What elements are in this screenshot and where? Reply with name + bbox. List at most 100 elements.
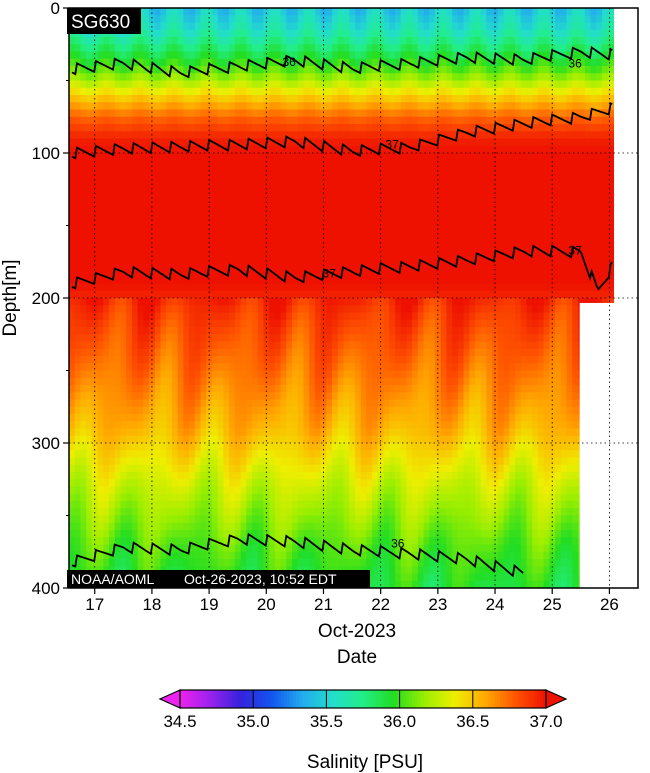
heatmap-cell (74, 334, 82, 343)
heatmap-cell (137, 305, 144, 314)
heatmap-cell (183, 203, 190, 212)
heatmap-cell (303, 486, 310, 495)
heatmap-cell (217, 435, 224, 444)
heatmap-cell (332, 421, 339, 430)
heatmap-cell (211, 486, 219, 495)
heatmap-cell (412, 530, 419, 538)
heatmap-cell (292, 334, 299, 343)
heatmap-cell (417, 414, 425, 422)
heatmap-cell (269, 319, 276, 328)
heatmap-cell (177, 124, 184, 132)
heatmap-cell (246, 537, 253, 546)
heatmap-cell (211, 29, 219, 38)
heatmap-cell (280, 232, 287, 241)
heatmap-cell (263, 51, 270, 60)
heatmap-cell (269, 457, 276, 466)
heatmap-cell (120, 341, 127, 350)
heatmap-cell (394, 327, 402, 335)
heatmap-cell (280, 312, 287, 321)
heatmap-cell (154, 312, 162, 321)
heatmap-cell (400, 493, 407, 502)
heatmap-cell (389, 283, 396, 292)
heatmap-cell (337, 145, 345, 154)
heatmap-cell (326, 428, 333, 437)
heatmap-cell (257, 247, 265, 256)
heatmap-cell (246, 37, 253, 45)
heatmap-cell (303, 80, 310, 89)
heatmap-cell (332, 479, 339, 488)
heatmap-cell (354, 80, 362, 89)
heatmap-cell (360, 174, 367, 183)
heatmap-cell (131, 160, 139, 169)
heatmap-cell (269, 334, 276, 343)
heatmap-cell (326, 305, 333, 314)
heatmap-cell (354, 312, 362, 321)
heatmap-cell (80, 356, 87, 364)
heatmap-cell (80, 232, 87, 241)
heatmap-cell (412, 559, 419, 567)
heatmap-cell (194, 160, 202, 169)
heatmap-cell (217, 298, 224, 306)
heatmap-cell (120, 334, 127, 343)
heatmap-cell (137, 406, 144, 415)
heatmap-cell (320, 232, 327, 241)
heatmap-cell (314, 472, 322, 480)
heatmap-cell (120, 73, 127, 82)
heatmap-cell (400, 530, 407, 538)
heatmap-cell (274, 370, 282, 379)
heatmap-cell (114, 44, 122, 53)
heatmap-cell (257, 37, 265, 45)
heatmap-cell (217, 116, 224, 125)
heatmap-cell (360, 334, 367, 343)
heatmap-cell (343, 559, 350, 567)
heatmap-cell (406, 515, 413, 524)
heatmap-cell (326, 145, 333, 154)
heatmap-cell (303, 508, 310, 517)
heatmap-cell (189, 290, 196, 299)
heatmap-cell (120, 421, 127, 430)
heatmap-cell (326, 261, 333, 270)
heatmap-cell (160, 254, 167, 263)
heatmap-cell (189, 218, 196, 227)
heatmap-cell (154, 29, 162, 38)
heatmap-cell (280, 515, 287, 524)
heatmap-cell (246, 472, 253, 480)
heatmap-cell (389, 464, 396, 473)
heatmap-cell (160, 399, 167, 408)
heatmap-cell (251, 428, 259, 437)
heatmap-cell (131, 493, 139, 502)
heatmap-cell (103, 537, 110, 546)
heatmap-cell (314, 232, 322, 241)
heatmap-cell (223, 167, 230, 176)
heatmap-cell (217, 443, 224, 451)
heatmap-cell (97, 95, 104, 103)
heatmap-cell (69, 182, 76, 190)
heatmap-cell (206, 73, 213, 82)
heatmap-cell (383, 290, 390, 299)
heatmap-cell (97, 377, 104, 386)
heatmap-cell (194, 116, 202, 125)
heatmap-cell (303, 501, 310, 509)
heatmap-cell (417, 385, 425, 393)
heatmap-cell (389, 290, 396, 299)
heatmap-cell (194, 174, 202, 183)
heatmap-cell (269, 131, 276, 140)
heatmap-cell (137, 261, 144, 270)
heatmap-cell (217, 73, 224, 82)
heatmap-cell (326, 319, 333, 328)
heatmap-cell (166, 290, 173, 299)
heatmap-cell (343, 124, 350, 132)
heatmap-cell (389, 428, 396, 437)
heatmap-cell (69, 232, 76, 241)
heatmap-cell (149, 334, 156, 343)
heatmap-cell (251, 464, 259, 473)
heatmap-cell (80, 80, 87, 89)
heatmap-cell (143, 182, 150, 190)
heatmap-cell (349, 544, 356, 553)
heatmap-cell (343, 240, 350, 248)
heatmap-cell (314, 51, 322, 60)
heatmap-cell (109, 334, 116, 343)
heatmap-cell (223, 290, 230, 299)
heatmap-cell (274, 8, 282, 16)
heatmap-cell (423, 73, 430, 82)
